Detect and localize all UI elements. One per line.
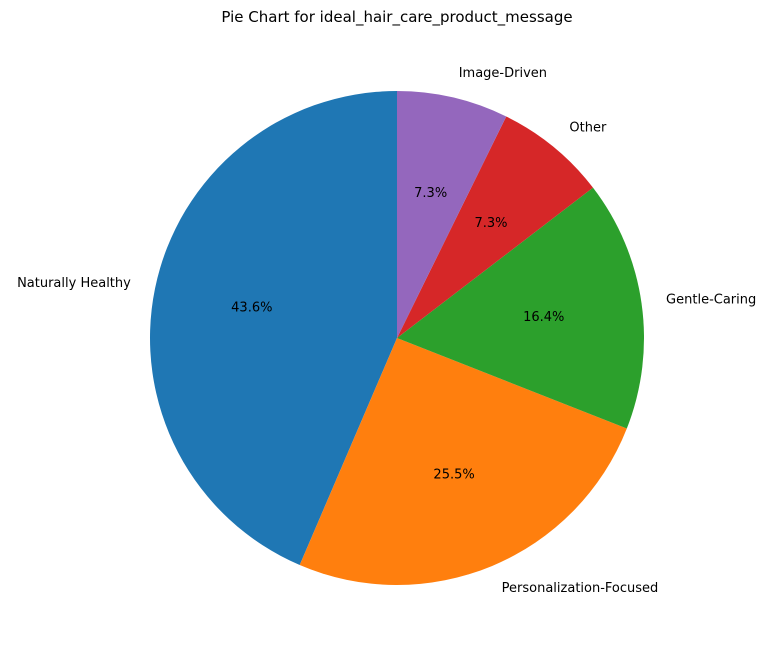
pie-pct-label: 25.5% — [433, 467, 474, 482]
pie-pct-label: 7.3% — [475, 216, 508, 231]
pie-pct-label: 7.3% — [414, 186, 447, 201]
pie-pct-label: 16.4% — [523, 310, 564, 325]
pie-slice-personalization-focused — [299, 338, 627, 585]
pie-category-label: Naturally Healthy — [17, 276, 131, 291]
pie-slice-naturally-healthy — [150, 91, 397, 566]
chart-title: Pie Chart for ideal_hair_care_product_me… — [221, 8, 572, 27]
pie-category-label: Image-Driven — [459, 66, 547, 81]
pie-labels: 43.6% Naturally Healthy 25.5% Personalizati… — [17, 66, 756, 596]
pie-slice-gentle-caring — [397, 187, 644, 429]
pie-category-label: Personalization-Focused — [502, 581, 659, 596]
pie-slice-other — [397, 116, 593, 338]
pie-pct-label: 43.6% — [231, 301, 272, 316]
pie-slice-image-driven — [397, 91, 507, 338]
pie-category-label: Other — [569, 120, 607, 135]
pie-slices — [150, 91, 644, 585]
pie-category-label: Gentle-Caring — [666, 293, 756, 308]
